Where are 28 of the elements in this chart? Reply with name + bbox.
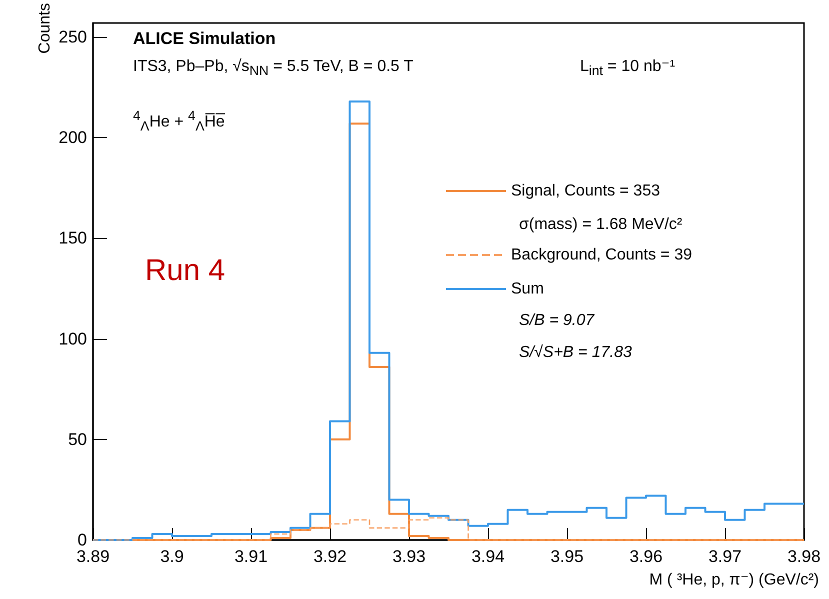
annotation: σ(mass) = 1.68 MeV/c² [519,214,682,235]
annotation: S/√S+B = 17.83 [519,342,632,363]
legend-label: Sum [511,280,544,298]
y-tick-label: 200 [58,128,87,148]
x-tick-label: 3.98 [787,547,821,566]
legend-label: Signal, Counts = 353 [511,182,660,200]
annotation: S/B = 9.07 [519,310,594,331]
x-axis-title: M ( ³He, p, π⁻) (GeV/c²) [649,572,819,588]
annotation: ITS3, Pb–Pb, √s$_{NN}$ = 5.5 TeV, B = 0.5 T [133,56,414,80]
y-tick-label: 100 [58,329,87,348]
x-tick-label: 3.94 [471,547,505,566]
annotation: L$_{int}$ = 10 nb⁻¹ [580,56,676,80]
x-tick-label: 3.97 [708,547,742,566]
y-axis-title: Counts [36,3,54,54]
x-tick-label: 3.96 [629,547,663,566]
y-tick-label: 150 [58,228,87,248]
y-tick-label: 250 [58,28,87,47]
x-tick-label: 3.9 [160,547,184,566]
x-tick-label: 3.89 [76,547,110,566]
annotation: ALICE Simulation [133,28,276,50]
y-tick-label: 0 [78,530,87,550]
legend-label: Background, Counts = 39 [511,246,692,264]
annotation: Run 4 [145,253,226,289]
x-tick-label: 3.95 [550,547,584,566]
x-tick-label: 3.91 [234,547,268,566]
x-tick-label: 3.92 [313,547,347,566]
x-tick-label: 3.93 [392,547,426,566]
y-tick-label: 50 [68,430,87,449]
